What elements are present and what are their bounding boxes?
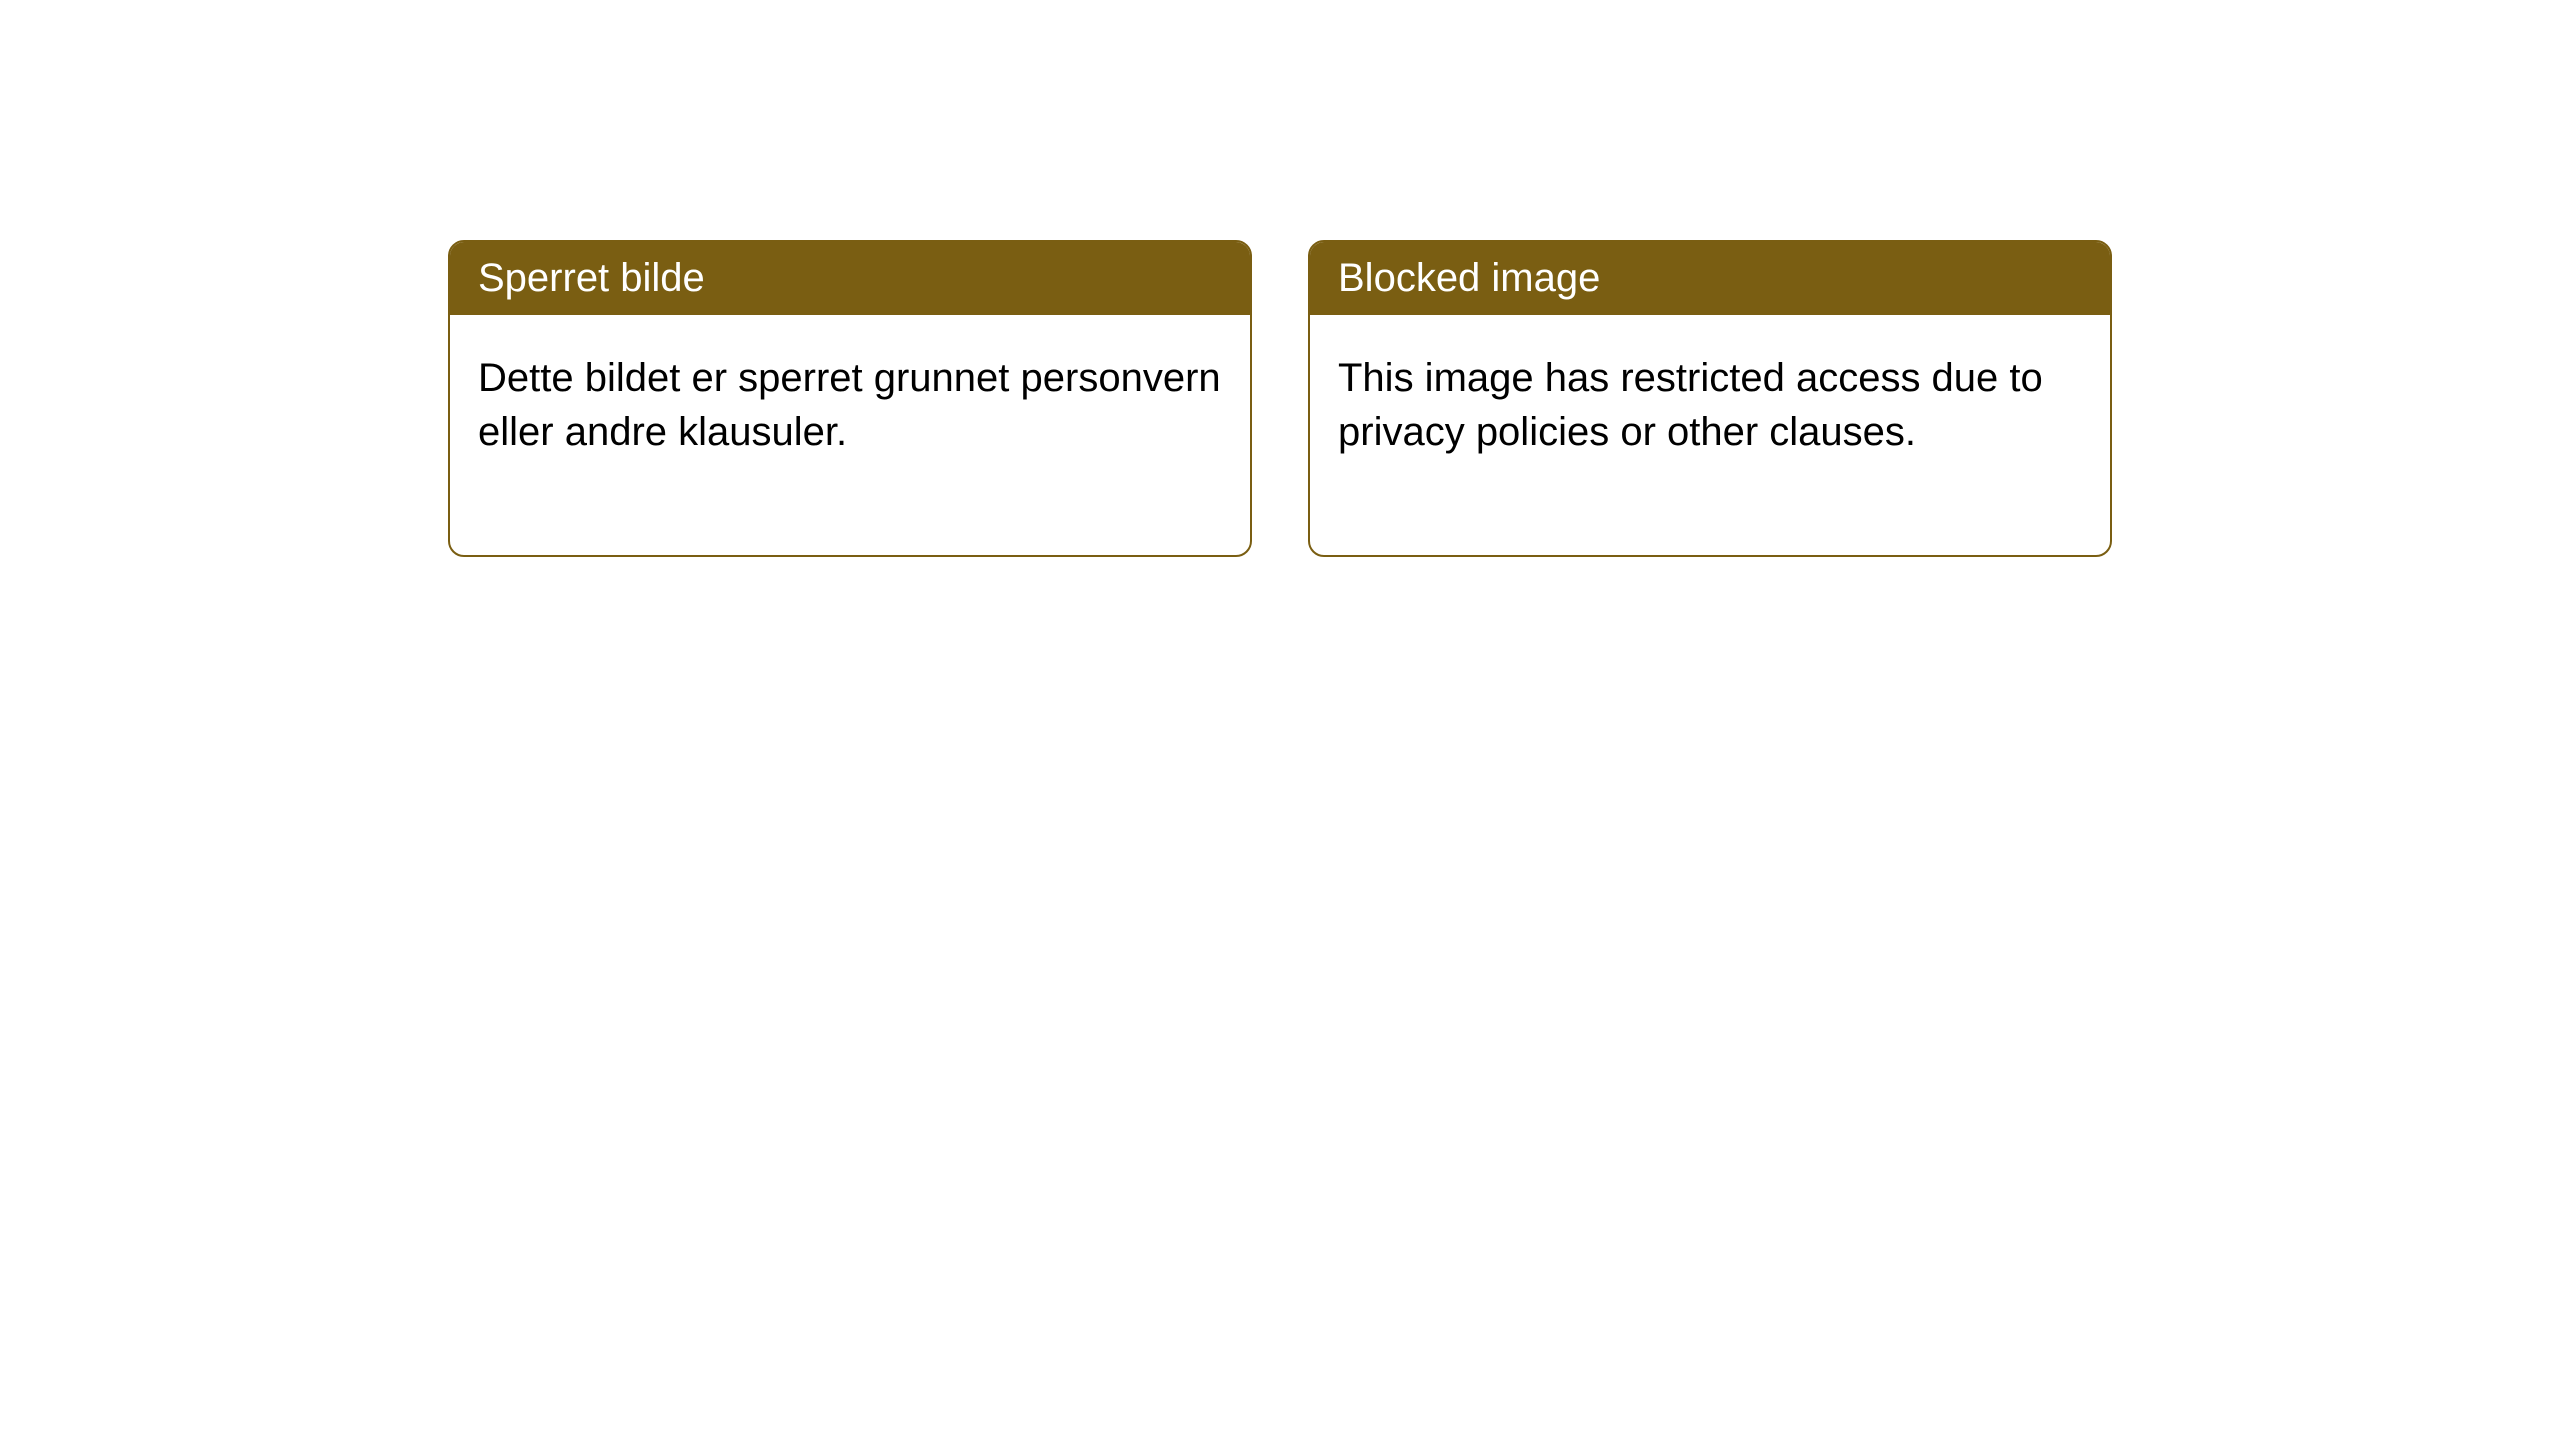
card-body-norwegian: Dette bildet er sperret grunnet personve… (450, 315, 1250, 555)
card-header-norwegian: Sperret bilde (450, 242, 1250, 315)
blocked-card-norwegian: Sperret bilde Dette bildet er sperret gr… (448, 240, 1252, 557)
card-body-english: This image has restricted access due to … (1310, 315, 2110, 555)
blocked-card-english: Blocked image This image has restricted … (1308, 240, 2112, 557)
blocked-image-cards: Sperret bilde Dette bildet er sperret gr… (448, 240, 2112, 557)
card-header-english: Blocked image (1310, 242, 2110, 315)
